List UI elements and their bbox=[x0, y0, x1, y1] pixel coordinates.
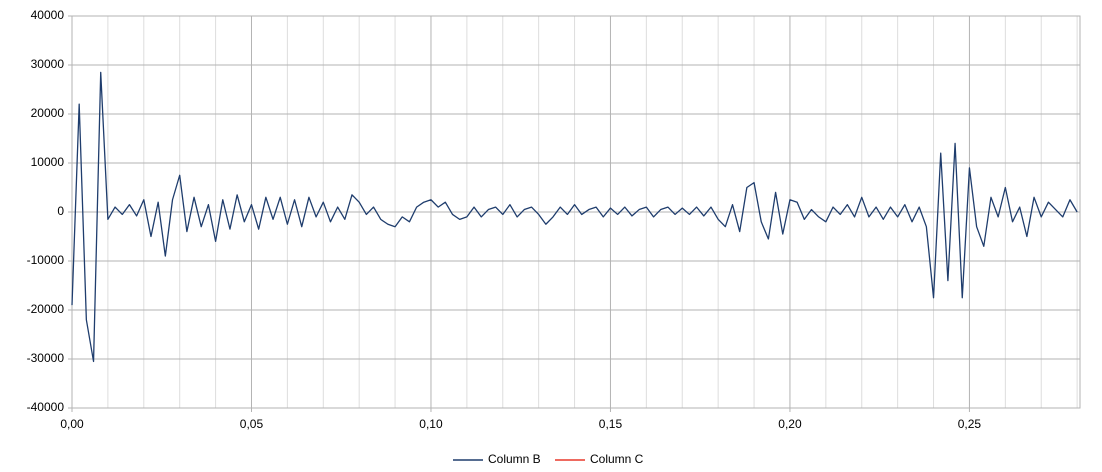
legend-label: Column C bbox=[590, 452, 644, 466]
x-tick-label: 0,25 bbox=[958, 417, 982, 431]
y-tick-label: -40000 bbox=[27, 400, 65, 414]
x-tick-label: 0,15 bbox=[599, 417, 623, 431]
plot-frame bbox=[71, 15, 1081, 409]
x-tick-label: 0,10 bbox=[419, 417, 443, 431]
y-tick-label: 10000 bbox=[31, 155, 65, 169]
y-tick-label: 30000 bbox=[31, 57, 65, 71]
y-tick-label: 0 bbox=[57, 204, 64, 218]
y-tick-label: -10000 bbox=[27, 253, 65, 267]
legend: Column B Column C bbox=[453, 452, 644, 466]
y-tick-label: 40000 bbox=[31, 8, 65, 22]
x-tick-label: 0,00 bbox=[60, 417, 84, 431]
x-tick-label: 0,20 bbox=[778, 417, 802, 431]
y-tick-label: 20000 bbox=[31, 106, 65, 120]
series-line bbox=[71, 71, 1078, 363]
y-tick-label: -30000 bbox=[27, 351, 65, 365]
legend-label: Column B bbox=[488, 452, 541, 466]
x-tick-label: 0,05 bbox=[240, 417, 264, 431]
y-tick-label: -20000 bbox=[27, 302, 65, 316]
